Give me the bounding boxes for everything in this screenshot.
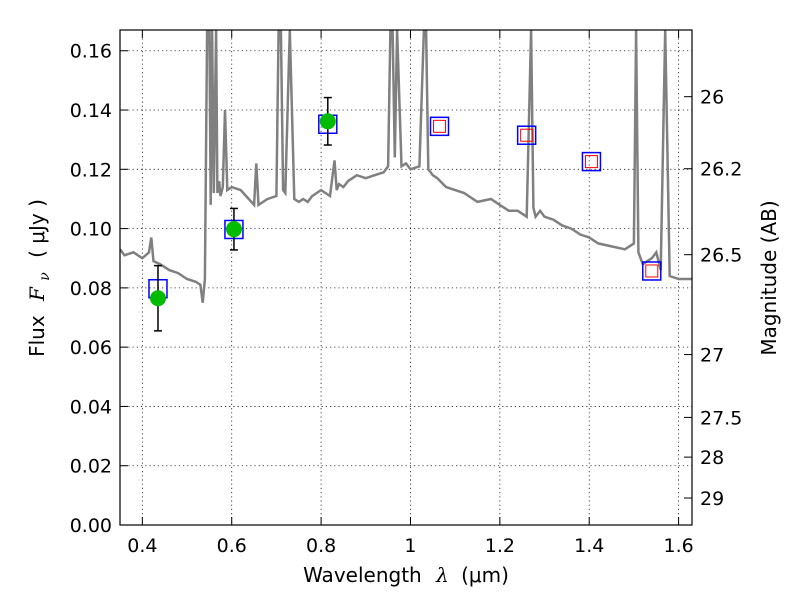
model-photometry-square xyxy=(429,116,450,137)
y-axis-label-symbol: F xyxy=(25,286,49,302)
model-photometry-inner-square xyxy=(433,119,447,133)
y2-tick-label: 26.2 xyxy=(700,159,742,181)
y-tick-label: 0.06 xyxy=(70,337,112,359)
observed-data-point xyxy=(149,290,166,307)
y-axis-label: Flux F ν ( μJy ) xyxy=(25,199,54,357)
y2-tick-label: 26.5 xyxy=(700,245,742,267)
y-tick-label: 0.16 xyxy=(70,41,112,63)
x-tick-label: 1.6 xyxy=(663,535,693,557)
y2-tick-label: 26 xyxy=(700,87,724,109)
sed-line xyxy=(120,30,692,303)
x-tick-label: 1.4 xyxy=(574,535,604,557)
model-photometry-inner-square xyxy=(520,128,534,142)
sed-series-group xyxy=(120,30,692,303)
y2-tick-label: 27.5 xyxy=(700,407,742,429)
y2-tick-label: 28 xyxy=(700,447,724,469)
y-tick-label: 0.10 xyxy=(70,219,112,241)
x-axis-label-unit: (μm) xyxy=(461,563,509,587)
model-photometry-inner-square xyxy=(645,264,659,278)
y-axis-label-text: Flux xyxy=(25,315,49,357)
x-tick-label: 1 xyxy=(404,535,416,557)
y-tick-label: 0.14 xyxy=(70,100,112,122)
model-photometry-square xyxy=(516,125,537,145)
y2-axis-label: Magnitude (AB) xyxy=(757,200,781,355)
model-photometry-square xyxy=(642,261,662,281)
y2-tick-label: 27 xyxy=(700,345,724,367)
x-tick-label: 0.4 xyxy=(127,535,157,557)
x-axis-label-text: Wavelength xyxy=(303,563,422,587)
y-tick-label: 0.00 xyxy=(70,515,112,537)
y-axis-label-unit: ( μJy ) xyxy=(25,199,49,258)
tick-labels: 0.4 0.6 0.8 1 1.2 1.4 1.6 0.00 0.02 0.04 0.06 0.08 0… xyxy=(70,41,743,557)
y2-tick-label: 29 xyxy=(700,488,724,510)
observed-data-point xyxy=(225,221,242,238)
model-photometry-square xyxy=(581,151,602,172)
y-tick-label: 0.04 xyxy=(70,396,112,418)
y-axis-label-subscript: ν xyxy=(37,272,53,281)
x-tick-label: 0.8 xyxy=(306,535,336,557)
x-tick-label: 1.2 xyxy=(485,535,515,557)
photometry-markers xyxy=(148,96,662,332)
axis-ticks xyxy=(120,30,692,526)
x-axis-label: Wavelength λ (μm) xyxy=(303,563,509,587)
y-tick-label: 0.12 xyxy=(70,159,112,181)
y-tick-label: 0.02 xyxy=(70,456,112,478)
plot-frame xyxy=(119,29,693,526)
x-tick-label: 0.6 xyxy=(217,535,247,557)
model-photometry-inner-square xyxy=(584,155,598,169)
x-axis-label-symbol: λ xyxy=(435,563,449,587)
y-tick-label: 0.08 xyxy=(70,278,112,300)
observed-data-point xyxy=(319,113,336,130)
